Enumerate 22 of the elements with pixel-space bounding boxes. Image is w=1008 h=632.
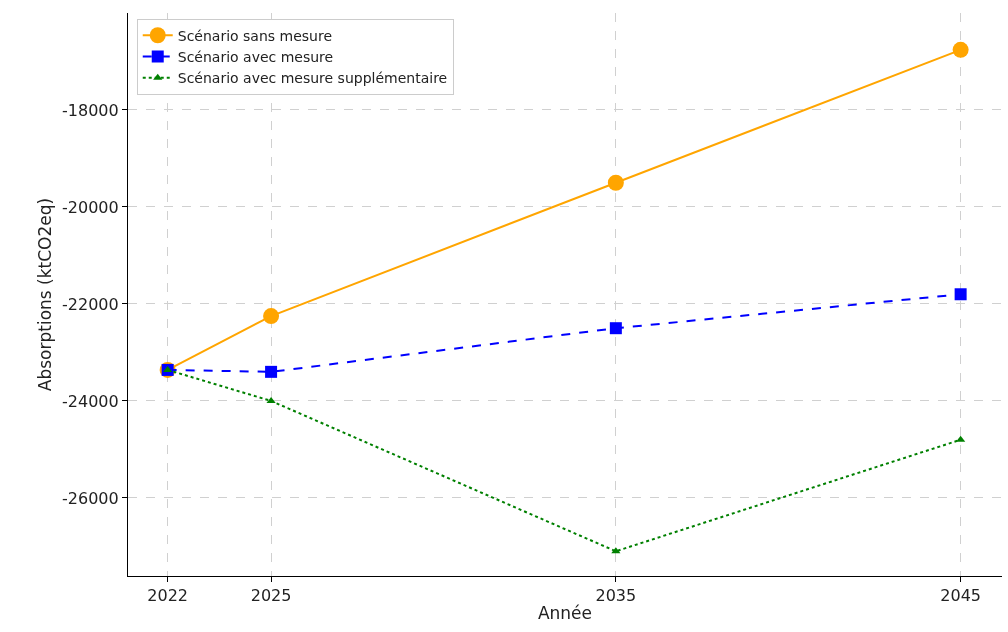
x-tick-label: 2025: [250, 586, 292, 606]
legend-label: Scénario sans mesure: [177, 27, 333, 44]
point: [952, 41, 969, 58]
legend-label: Scénario avec mesure supplémentaire: [177, 70, 448, 87]
point: [266, 396, 276, 403]
point: [956, 435, 966, 442]
point: [954, 288, 967, 301]
x-tick-label: 2045: [940, 586, 981, 606]
y-tick-label: -18000: [62, 100, 119, 120]
y-axis-title: Absorptions (ktCO2eq): [34, 197, 55, 392]
point: [263, 308, 280, 325]
y-tick-label: -22000: [62, 294, 119, 314]
y-tick-label: -20000: [62, 197, 119, 217]
y-tick-label: -26000: [62, 488, 119, 508]
point: [609, 322, 622, 335]
x-tick-label: 2035: [595, 586, 637, 606]
point: [265, 365, 278, 378]
y-tick-label: -24000: [62, 391, 119, 411]
x-tick-label: 2022: [147, 586, 189, 606]
legend-label: Scénario avec mesure: [177, 48, 334, 65]
x-axis-title: Année: [537, 602, 593, 623]
point: [607, 174, 624, 191]
